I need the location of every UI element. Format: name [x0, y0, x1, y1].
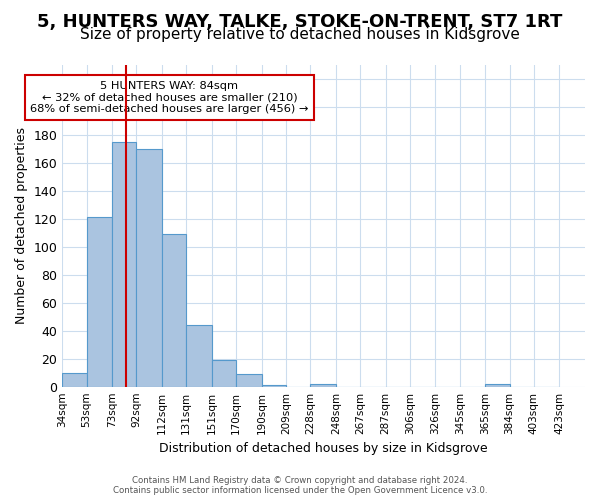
Bar	[485, 384, 509, 386]
Bar	[310, 384, 336, 386]
Bar	[236, 374, 262, 386]
Text: 5 HUNTERS WAY: 84sqm
← 32% of detached houses are smaller (210)
68% of semi-deta: 5 HUNTERS WAY: 84sqm ← 32% of detached h…	[30, 81, 308, 114]
Y-axis label: Number of detached properties: Number of detached properties	[15, 128, 28, 324]
Bar	[186, 325, 212, 386]
Text: 5, HUNTERS WAY, TALKE, STOKE-ON-TRENT, ST7 1RT: 5, HUNTERS WAY, TALKE, STOKE-ON-TRENT, S…	[37, 12, 563, 30]
Bar	[86, 218, 112, 386]
Bar	[62, 372, 86, 386]
Text: Size of property relative to detached houses in Kidsgrove: Size of property relative to detached ho…	[80, 28, 520, 42]
Bar	[136, 149, 162, 386]
Text: Contains HM Land Registry data © Crown copyright and database right 2024.
Contai: Contains HM Land Registry data © Crown c…	[113, 476, 487, 495]
Bar	[212, 360, 236, 386]
Bar	[112, 142, 136, 386]
Bar	[162, 234, 186, 386]
X-axis label: Distribution of detached houses by size in Kidsgrove: Distribution of detached houses by size …	[160, 442, 488, 455]
